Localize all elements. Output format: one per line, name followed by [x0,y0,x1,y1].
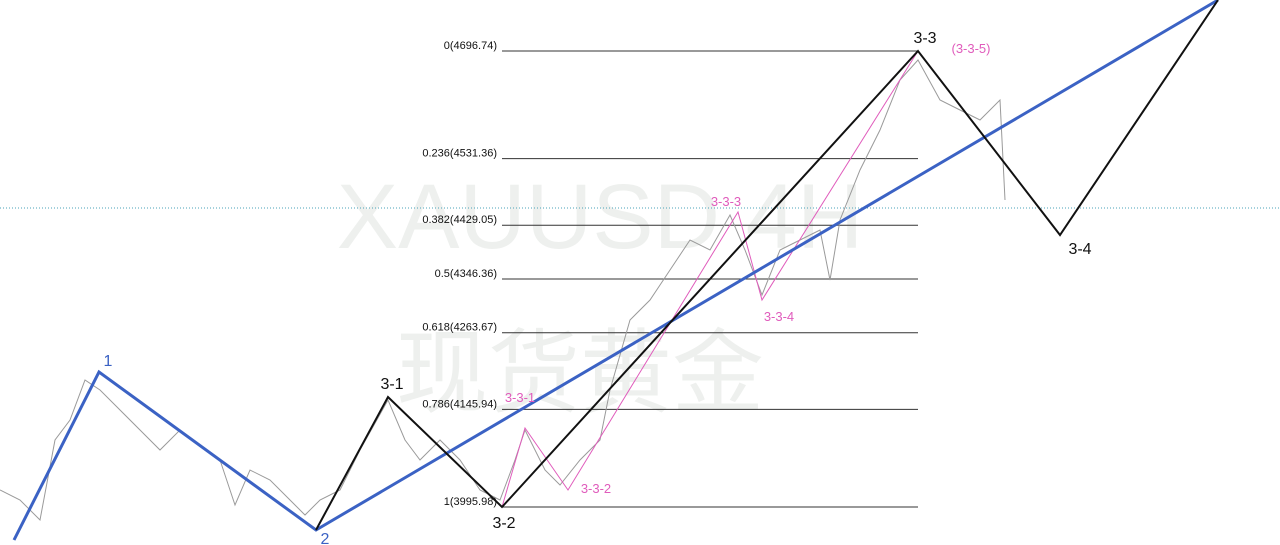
fib-label: 0.5(4346.36) [435,268,497,280]
sub-wave-label: 3-3-1 [505,390,535,405]
fib-label: 0(4696.74) [444,40,497,52]
watermark-group: XAUUSD 4H 现货黄金 [337,166,864,425]
watermark: XAUUSD 4H [337,166,864,268]
wave-label: 3-3 [913,30,936,47]
sub-wave-label: 3-3-4 [764,309,794,324]
wave-label: 3-1 [380,376,403,393]
wave-line-black [315,0,1219,531]
fib-label: 1(3995.98) [444,496,497,508]
sub-wave-line [501,50,919,508]
fib-label: 0.786(4145.94) [422,398,497,410]
fib-label: 0.236(4531.36) [422,148,497,160]
wave-label: 3-4 [1068,241,1091,258]
wave-label: 2 [321,531,330,545]
sub-wave-label: 3-3-3 [711,194,741,209]
fib-label: 0.382(4429.05) [422,214,497,226]
fib-levels: 0(4696.74) 0.236(4531.36) 0.382(4429.05) 0.… [0,40,1280,508]
sub-wave-label: 3-3-2 [581,481,611,496]
wave-line-blue [12,0,1219,541]
wave-label: 1 [104,353,113,370]
fib-label: 0.618(4263.67) [422,322,497,334]
price-path [0,59,1006,522]
sub-wave-label: (3-3-5) [951,41,990,56]
wave-label: 3-2 [492,515,515,532]
